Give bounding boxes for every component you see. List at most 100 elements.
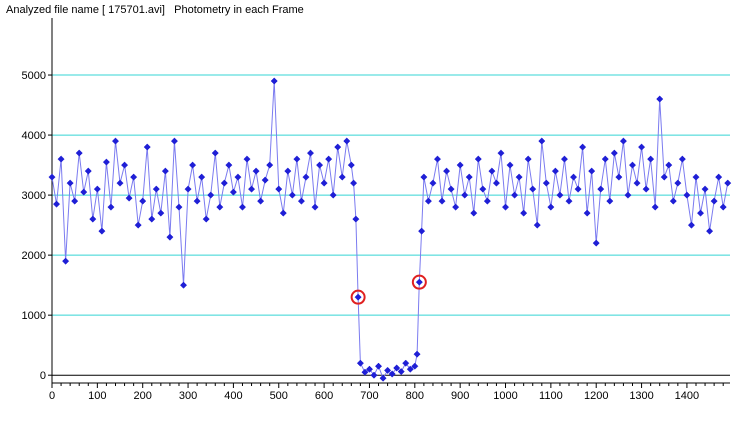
data-point [284,167,292,175]
data-point [413,350,421,358]
data-point [624,191,632,199]
data-point [647,155,655,163]
data-point [152,185,160,193]
data-point [139,197,147,205]
y-tick-label: 3000 [22,190,46,202]
data-point [234,173,242,181]
y-tick-label: 4000 [22,130,46,142]
x-tick-label: 800 [406,390,424,402]
data-point [370,371,378,379]
data-point [533,221,541,229]
data-point [166,233,174,241]
data-point [529,185,537,193]
data-point [696,209,705,217]
data-point [216,203,224,211]
data-point [574,185,582,193]
data-point [189,161,197,169]
data-point [556,191,564,199]
data-point [443,167,451,175]
data-point [465,173,473,181]
x-tick-label: 400 [224,390,242,402]
y-tick-label: 5000 [22,70,46,82]
data-point [520,209,528,217]
data-point [483,197,491,205]
x-tick-label: 200 [134,390,152,402]
data-point [669,197,677,205]
data-point [93,185,101,193]
data-point [98,227,106,235]
data-point [320,179,328,187]
data-point [350,179,358,187]
highlight-marker [411,274,427,290]
data-point [665,161,673,169]
data-point [247,185,256,193]
x-tick-label: 1300 [629,390,653,402]
x-tick-label: 500 [270,390,288,402]
data-point [184,185,192,193]
data-point [501,203,510,211]
data-point [302,173,310,181]
y-tick-label: 2000 [22,250,46,262]
data-point [225,161,233,169]
data-point [719,203,727,211]
data-point [261,176,269,184]
series-line [51,80,729,380]
data-point [316,161,324,169]
data-point [402,359,410,367]
data-point [633,179,641,187]
data-point [356,359,364,367]
data-point [565,197,573,205]
data-point [175,203,183,211]
data-point [293,155,301,163]
chart-title: Analyzed file name [ 175701.avi] Photome… [6,4,304,16]
data-point [393,364,401,372]
data-point [306,149,315,157]
data-point [452,203,460,211]
data-point [701,185,709,193]
data-point [75,149,83,157]
data-point [687,221,696,229]
data-point [84,167,92,175]
data-point [107,203,115,211]
x-tick-label: 100 [88,390,106,402]
data-point [470,209,478,217]
data-point [710,197,718,205]
data-point [62,257,70,265]
data-point [238,203,247,211]
data-point [57,155,65,163]
data-point [461,191,469,199]
data-point [642,185,650,193]
y-tick-label: 1000 [22,310,46,322]
data-point [615,173,623,181]
data-point [211,149,219,157]
data-point [678,155,686,163]
data-point [542,179,550,187]
data-point [347,161,355,169]
data-point [266,161,274,169]
data-point [488,167,496,175]
data-point [674,179,682,187]
data-point [125,194,133,202]
data-point [179,281,188,289]
data-point [597,185,605,193]
data-point [418,227,426,235]
data-point [297,197,305,205]
data-point [683,191,691,199]
data-point [148,215,156,223]
data-point [592,239,600,247]
data-point [354,293,362,301]
data-point [279,209,287,217]
data-point [569,173,578,181]
data-point [628,161,637,169]
data-point [48,173,56,181]
data-point [656,95,664,103]
data-point [456,161,464,169]
data-point [415,278,423,286]
x-tick-label: 900 [451,390,469,402]
data-point [474,155,482,163]
data-point [288,191,296,199]
y-tick-label: 0 [40,370,46,382]
data-point [143,143,151,151]
